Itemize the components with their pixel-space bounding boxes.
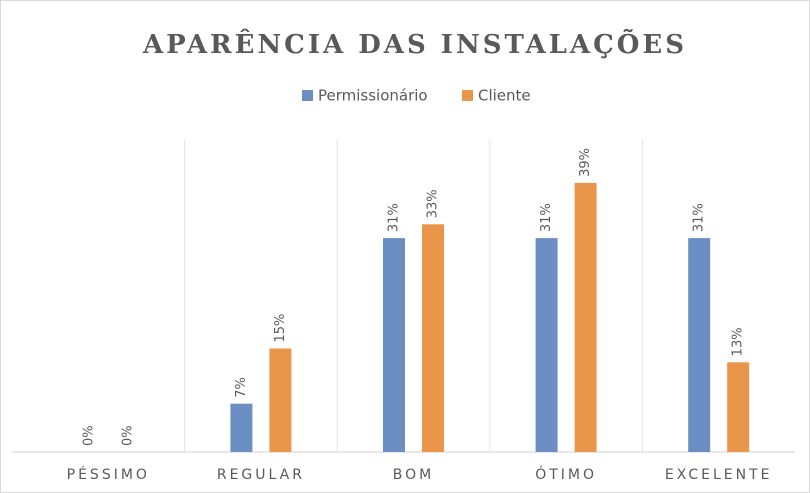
- data-label: 31%: [692, 203, 707, 232]
- data-label: 33%: [426, 189, 441, 218]
- data-label: 31%: [387, 203, 402, 232]
- data-label: 39%: [578, 148, 593, 177]
- data-label: 31%: [539, 203, 554, 232]
- x-tick-label: EXCELENTE: [665, 467, 773, 483]
- bar: [269, 348, 292, 452]
- x-tick-label: ÓTIMO: [535, 465, 597, 483]
- bar: [383, 238, 405, 452]
- legend-label: Permissionário: [318, 87, 428, 105]
- legend-swatch: [302, 90, 313, 101]
- bar: [574, 182, 597, 452]
- bar: [535, 238, 558, 452]
- legend-swatch: [462, 90, 473, 101]
- data-label: 7%: [234, 377, 249, 398]
- bar: [422, 224, 444, 452]
- legend-label: Cliente: [478, 87, 531, 105]
- chart-title: APARÊNCIA DAS INSTALAÇÕES: [142, 28, 687, 60]
- data-label: 15%: [273, 314, 288, 343]
- bar: [688, 238, 711, 452]
- data-label: 13%: [731, 327, 746, 356]
- data-label: 0%: [120, 425, 135, 446]
- x-tick-label: REGULAR: [217, 467, 305, 483]
- data-label: 0%: [81, 425, 96, 446]
- bar: [230, 403, 253, 452]
- x-tick-label: BOM: [393, 467, 434, 483]
- bar: [727, 362, 750, 452]
- x-tick-label: PÉSSIMO: [67, 466, 150, 483]
